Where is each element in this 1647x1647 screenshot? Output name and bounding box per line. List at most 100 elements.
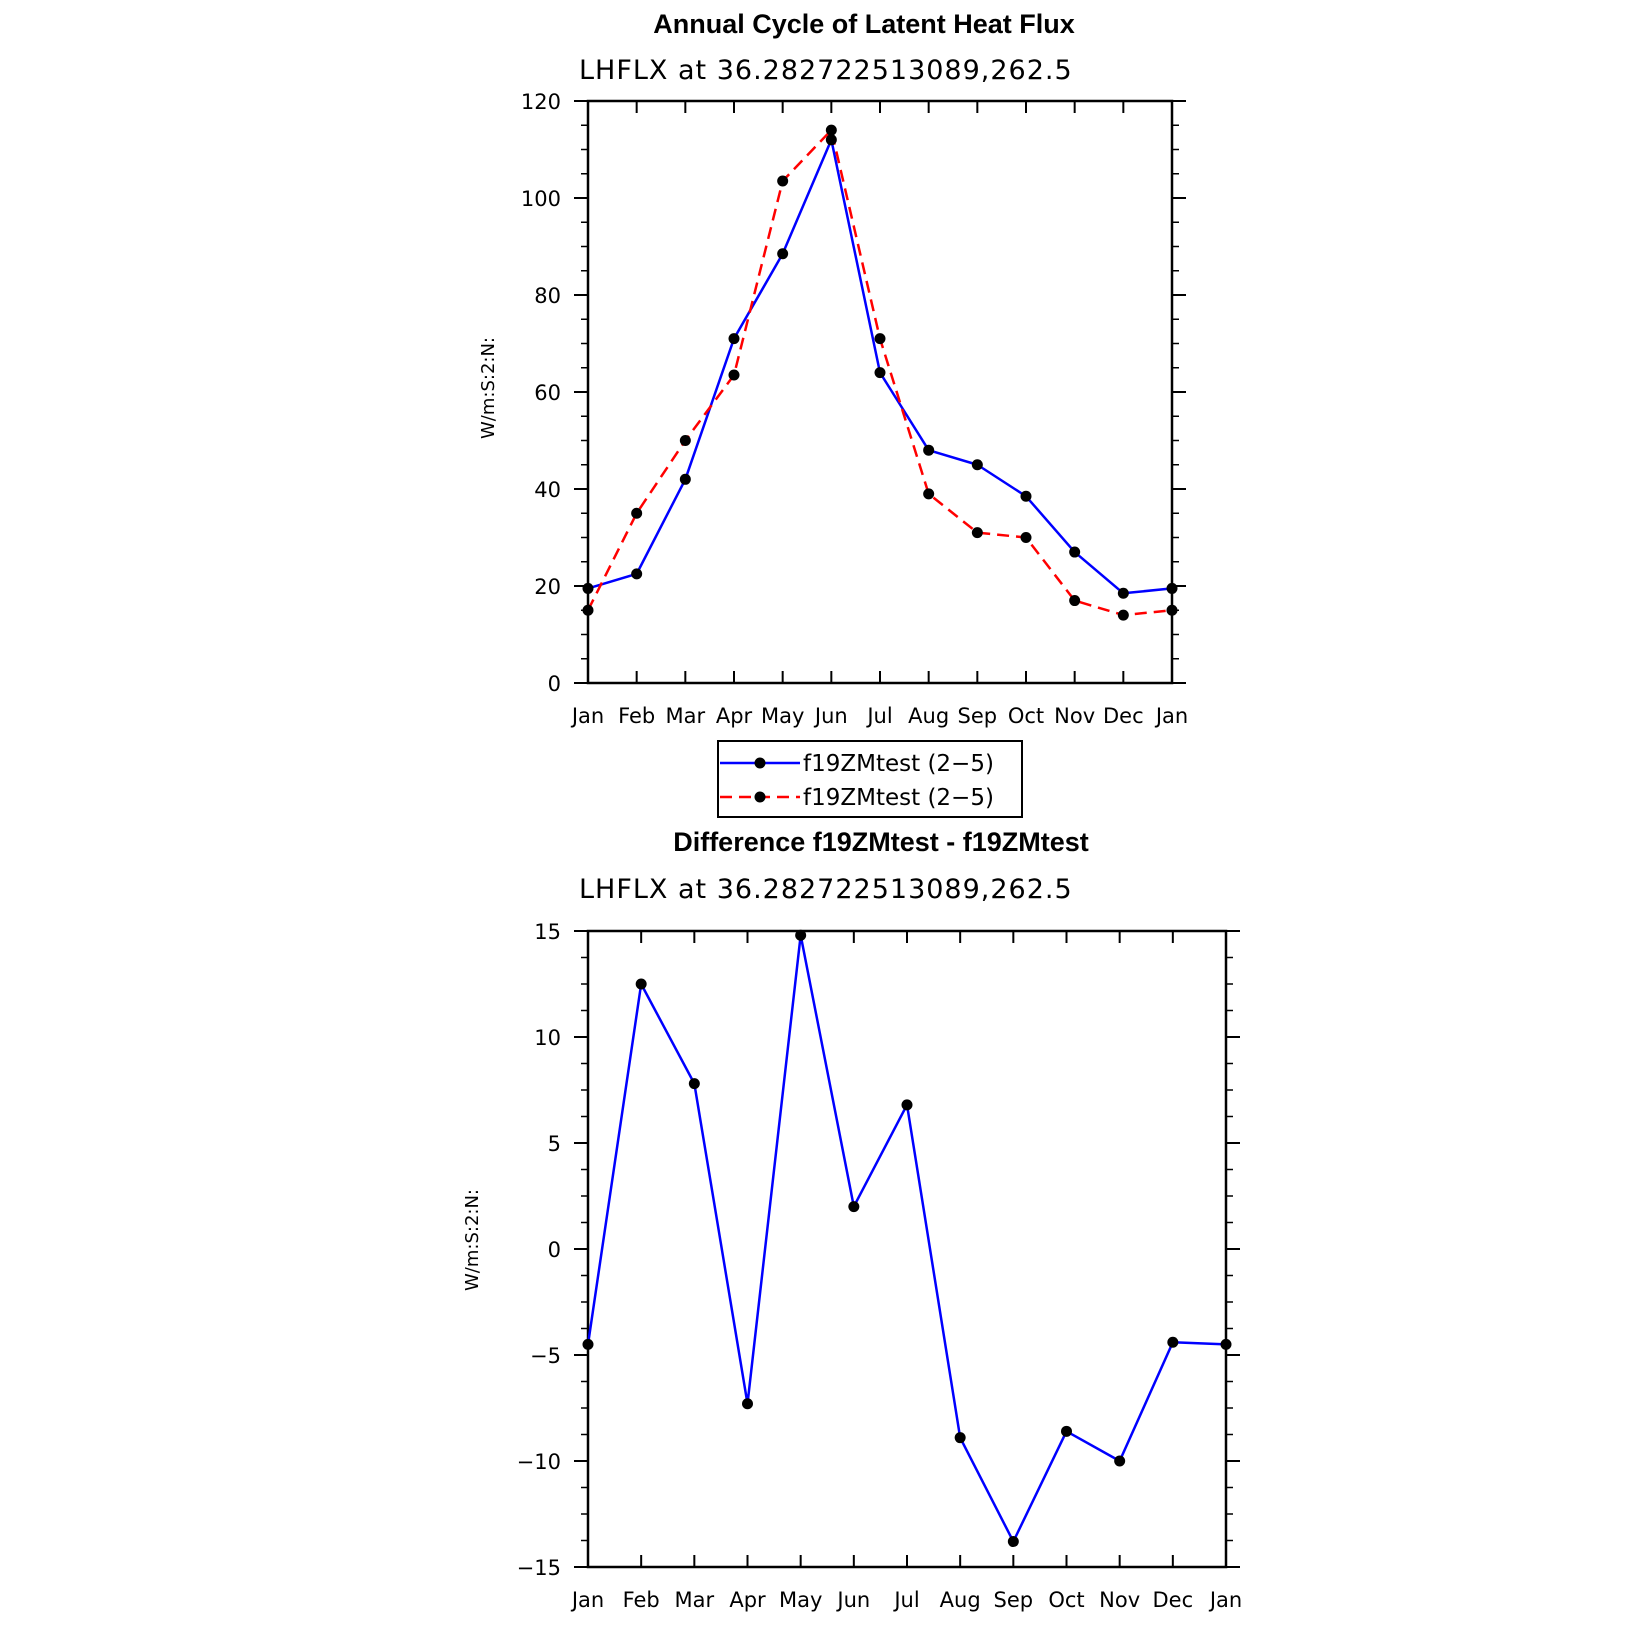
legend-box xyxy=(717,740,1023,818)
chart2-title: Difference f19ZMtest - f19ZMtest xyxy=(673,827,1089,857)
chart2-subtitle: LHFLX at 36.282722513089,262.5 xyxy=(579,874,1073,905)
data-point-solid xyxy=(688,1078,700,1090)
y-tick-label: −10 xyxy=(517,1450,561,1474)
data-point-dashed xyxy=(825,124,837,136)
data-point-solid xyxy=(954,1432,966,1444)
y-tick-label: 40 xyxy=(534,478,561,502)
x-tick-label: Dec xyxy=(1103,704,1144,728)
y-tick-label: 5 xyxy=(548,1132,561,1156)
legend-label-solid: f19ZMtest (2−5) xyxy=(803,751,994,777)
chart1-plot: Jan Feb Mar Apr May Jun Jul Aug Sep Oct Nov Dec Jan 0… xyxy=(521,90,1188,728)
chart1-y-axis-label: W/m:S:2:N: xyxy=(478,337,499,439)
data-point-solid xyxy=(582,1338,594,1350)
series-line-solid xyxy=(586,933,1227,1543)
x-tick-label: Apr xyxy=(729,1588,766,1612)
chart2-plot: Jan Feb Mar Apr May Jun Jul Aug Sep Oct Nov Dec Jan−… xyxy=(517,920,1243,1612)
x-tick-label: Jun xyxy=(813,704,848,728)
data-point-solid xyxy=(631,568,643,580)
data-point-solid xyxy=(874,367,886,379)
plot-frame xyxy=(586,99,1174,685)
y-tick-label: 80 xyxy=(534,284,561,308)
data-point-solid xyxy=(679,473,691,485)
chart1-title: Annual Cycle of Latent Heat Flux xyxy=(653,9,1075,39)
chart2-y-axis-label: W/m:S:2:N: xyxy=(462,1189,483,1291)
data-point-solid xyxy=(1069,546,1081,558)
x-tick-label: Jan xyxy=(1208,1588,1242,1612)
chart1-legend: f19ZMtest (2−5) f19ZMtest (2−5) xyxy=(717,740,1023,818)
legend-label-dashed: f19ZMtest (2−5) xyxy=(803,785,994,811)
legend-marker-solid xyxy=(754,757,766,769)
y-tick-label: 10 xyxy=(534,1026,561,1050)
legend-item-solid: f19ZMtest (2−5) xyxy=(720,751,994,777)
data-point-solid xyxy=(923,444,935,456)
data-point-solid xyxy=(825,134,837,146)
chart1-subtitle: LHFLX at 36.282722513089,262.5 xyxy=(579,55,1073,86)
x-tick-label: Jan xyxy=(570,1588,604,1612)
data-point-solid xyxy=(848,1201,860,1213)
data-point-solid xyxy=(901,1099,913,1111)
y-tick-label: −15 xyxy=(517,1556,561,1580)
data-point-dashed xyxy=(1117,609,1129,621)
x-tick-label: Mar xyxy=(666,704,706,728)
data-point-dashed xyxy=(923,488,935,500)
data-point-solid xyxy=(1220,1338,1232,1350)
data-point-dashed xyxy=(728,369,740,381)
x-tick-label: May xyxy=(779,1588,822,1612)
x-tick-label: Feb xyxy=(618,704,655,728)
data-point-dashed xyxy=(971,527,983,539)
y-tick-label: 100 xyxy=(521,187,561,211)
data-point-solid xyxy=(1114,1455,1126,1467)
y-tick-label: 15 xyxy=(534,920,561,944)
y-tick-label: 0 xyxy=(548,672,561,696)
x-tick-label: Jul xyxy=(892,1588,919,1612)
y-tick-label: 60 xyxy=(534,381,561,405)
y-tick-label: 20 xyxy=(534,575,561,599)
data-point-dashed xyxy=(874,333,886,345)
x-tick-label: Feb xyxy=(623,1588,660,1612)
x-tick-label: Dec xyxy=(1153,1588,1194,1612)
data-point-solid xyxy=(635,978,647,990)
x-tick-label: Apr xyxy=(716,704,753,728)
data-point-solid xyxy=(1020,490,1032,502)
data-point-solid xyxy=(1117,587,1129,599)
x-tick-label: Jan xyxy=(1154,704,1188,728)
x-tick-label: Nov xyxy=(1099,1588,1140,1612)
legend-marker-dashed xyxy=(754,791,766,803)
legend-item-dashed: f19ZMtest (2−5) xyxy=(720,785,994,811)
y-tick-label: 0 xyxy=(548,1238,561,1262)
y-tick-label: 120 xyxy=(521,90,561,114)
plot-frame xyxy=(586,929,1228,1569)
x-tick-label: Sep xyxy=(958,704,998,728)
data-point-solid xyxy=(742,1398,753,1410)
data-point-dashed xyxy=(1166,604,1178,616)
data-point-solid xyxy=(1167,1336,1179,1348)
data-point-dashed xyxy=(631,507,643,519)
x-tick-label: Oct xyxy=(1048,1588,1084,1612)
data-point-dashed xyxy=(679,435,691,446)
data-point-solid xyxy=(1061,1425,1072,1437)
y-tick-label: −5 xyxy=(530,1344,561,1368)
x-tick-label: Sep xyxy=(994,1588,1034,1612)
data-point-solid xyxy=(728,333,740,345)
data-point-solid xyxy=(971,459,983,471)
data-point-solid xyxy=(1166,582,1178,594)
data-point-solid xyxy=(777,248,789,260)
data-point-solid xyxy=(1007,1536,1019,1548)
data-point-dashed xyxy=(1069,595,1081,607)
data-point-dashed xyxy=(582,604,594,616)
data-point-solid xyxy=(795,929,807,941)
x-tick-label: Oct xyxy=(1008,704,1044,728)
series-line-solid xyxy=(587,138,1173,595)
x-tick-label: May xyxy=(761,704,804,728)
data-point-dashed xyxy=(1020,532,1032,543)
x-tick-label: Jan xyxy=(570,704,604,728)
data-point-solid xyxy=(582,582,594,594)
x-tick-label: Aug xyxy=(908,704,949,728)
x-tick-label: Nov xyxy=(1054,704,1095,728)
x-tick-label: Aug xyxy=(940,1588,981,1612)
x-tick-label: Jul xyxy=(865,704,892,728)
data-point-dashed xyxy=(777,175,789,187)
x-tick-label: Mar xyxy=(675,1588,715,1612)
x-tick-label: Jun xyxy=(835,1588,870,1612)
